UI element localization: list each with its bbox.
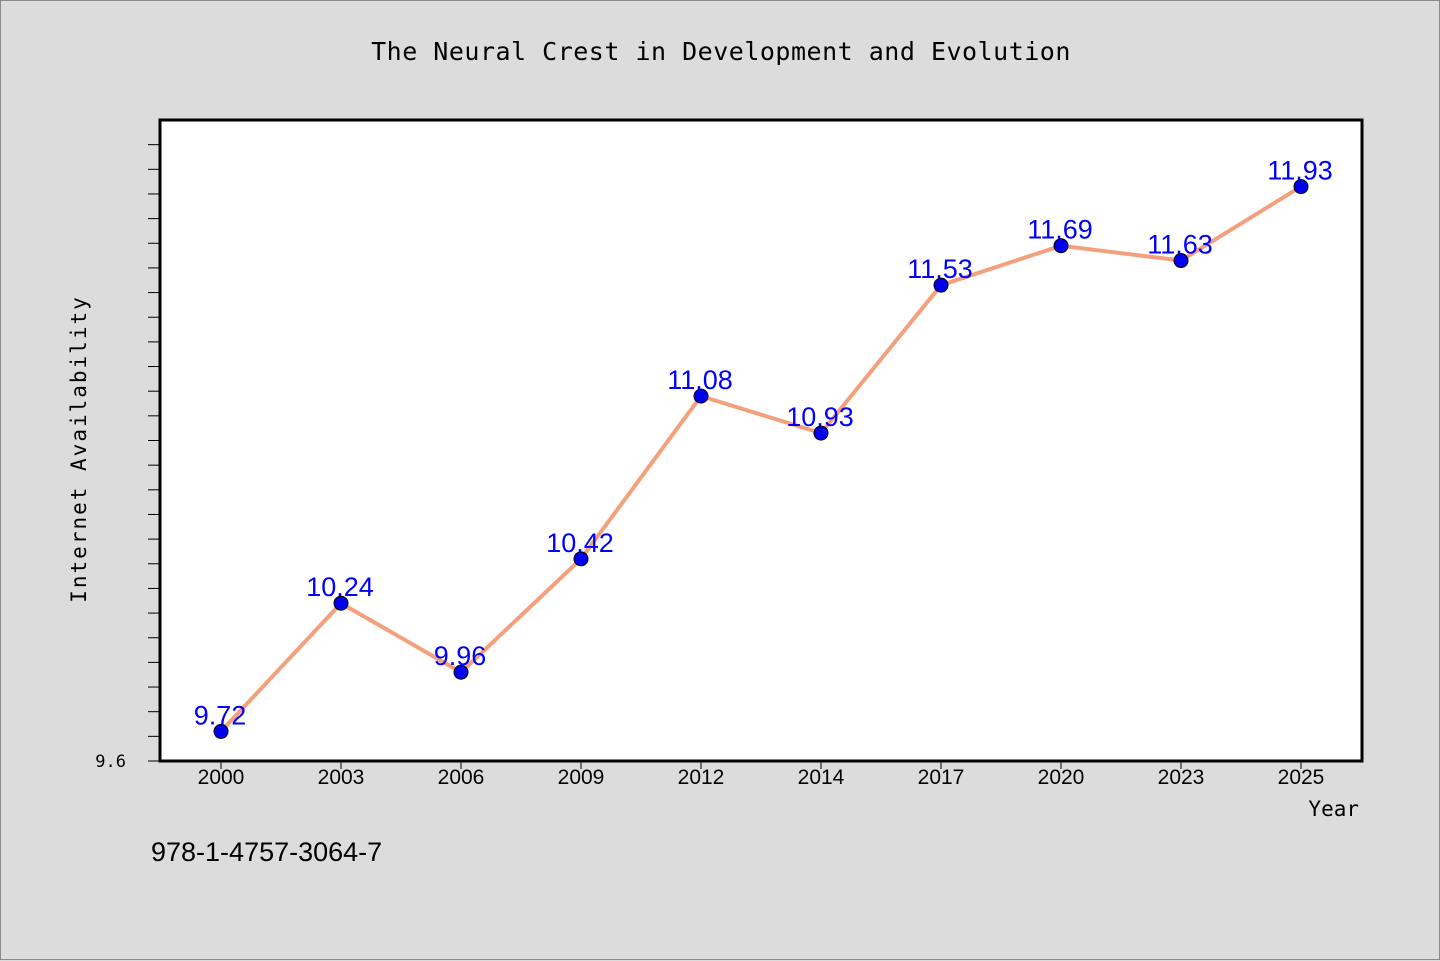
x-tick-label: 2000 bbox=[198, 766, 245, 789]
data-label: 11.69 bbox=[1027, 215, 1093, 245]
chart-title: The Neural Crest in Development and Evol… bbox=[371, 37, 1071, 66]
x-tick-label: 2009 bbox=[558, 766, 605, 789]
data-point bbox=[813, 425, 829, 441]
data-label: 9.72 bbox=[194, 700, 247, 730]
x-tick-label: 2014 bbox=[798, 766, 845, 789]
data-point bbox=[213, 723, 229, 739]
data-label: 11.63 bbox=[1147, 230, 1213, 260]
data-point bbox=[573, 551, 589, 567]
data-point bbox=[933, 277, 949, 293]
plot-area bbox=[160, 120, 1362, 761]
data-point bbox=[693, 388, 709, 404]
data-label: 9.96 bbox=[434, 641, 487, 671]
data-label: 11.08 bbox=[667, 365, 733, 395]
data-point bbox=[1173, 253, 1189, 269]
data-label: 10.42 bbox=[546, 528, 614, 558]
data-label: 11.93 bbox=[1267, 156, 1333, 186]
x-tick-label: 2020 bbox=[1038, 766, 1085, 789]
data-label: 10.24 bbox=[306, 572, 374, 602]
x-tick-label: 2025 bbox=[1278, 766, 1325, 789]
data-point bbox=[1053, 238, 1069, 254]
series-line bbox=[219, 184, 1303, 734]
y-tick-label: 9.6 bbox=[95, 752, 126, 772]
x-tick-label: 2006 bbox=[438, 766, 485, 789]
plot-border bbox=[158, 118, 1364, 763]
data-point bbox=[1293, 179, 1309, 195]
isbn-footer: 978-1-4757-3064-7 bbox=[151, 837, 383, 867]
x-tick-label: 2017 bbox=[918, 766, 965, 789]
x-axis-label: Year bbox=[1308, 797, 1359, 821]
x-tick-label: 2023 bbox=[1158, 766, 1205, 789]
data-label: 11.53 bbox=[907, 254, 973, 284]
data-point bbox=[333, 595, 349, 611]
x-tick-label: 2012 bbox=[678, 766, 725, 789]
data-point bbox=[453, 664, 469, 680]
x-tick-label: 2003 bbox=[318, 766, 365, 789]
data-label: 10.93 bbox=[786, 402, 854, 432]
